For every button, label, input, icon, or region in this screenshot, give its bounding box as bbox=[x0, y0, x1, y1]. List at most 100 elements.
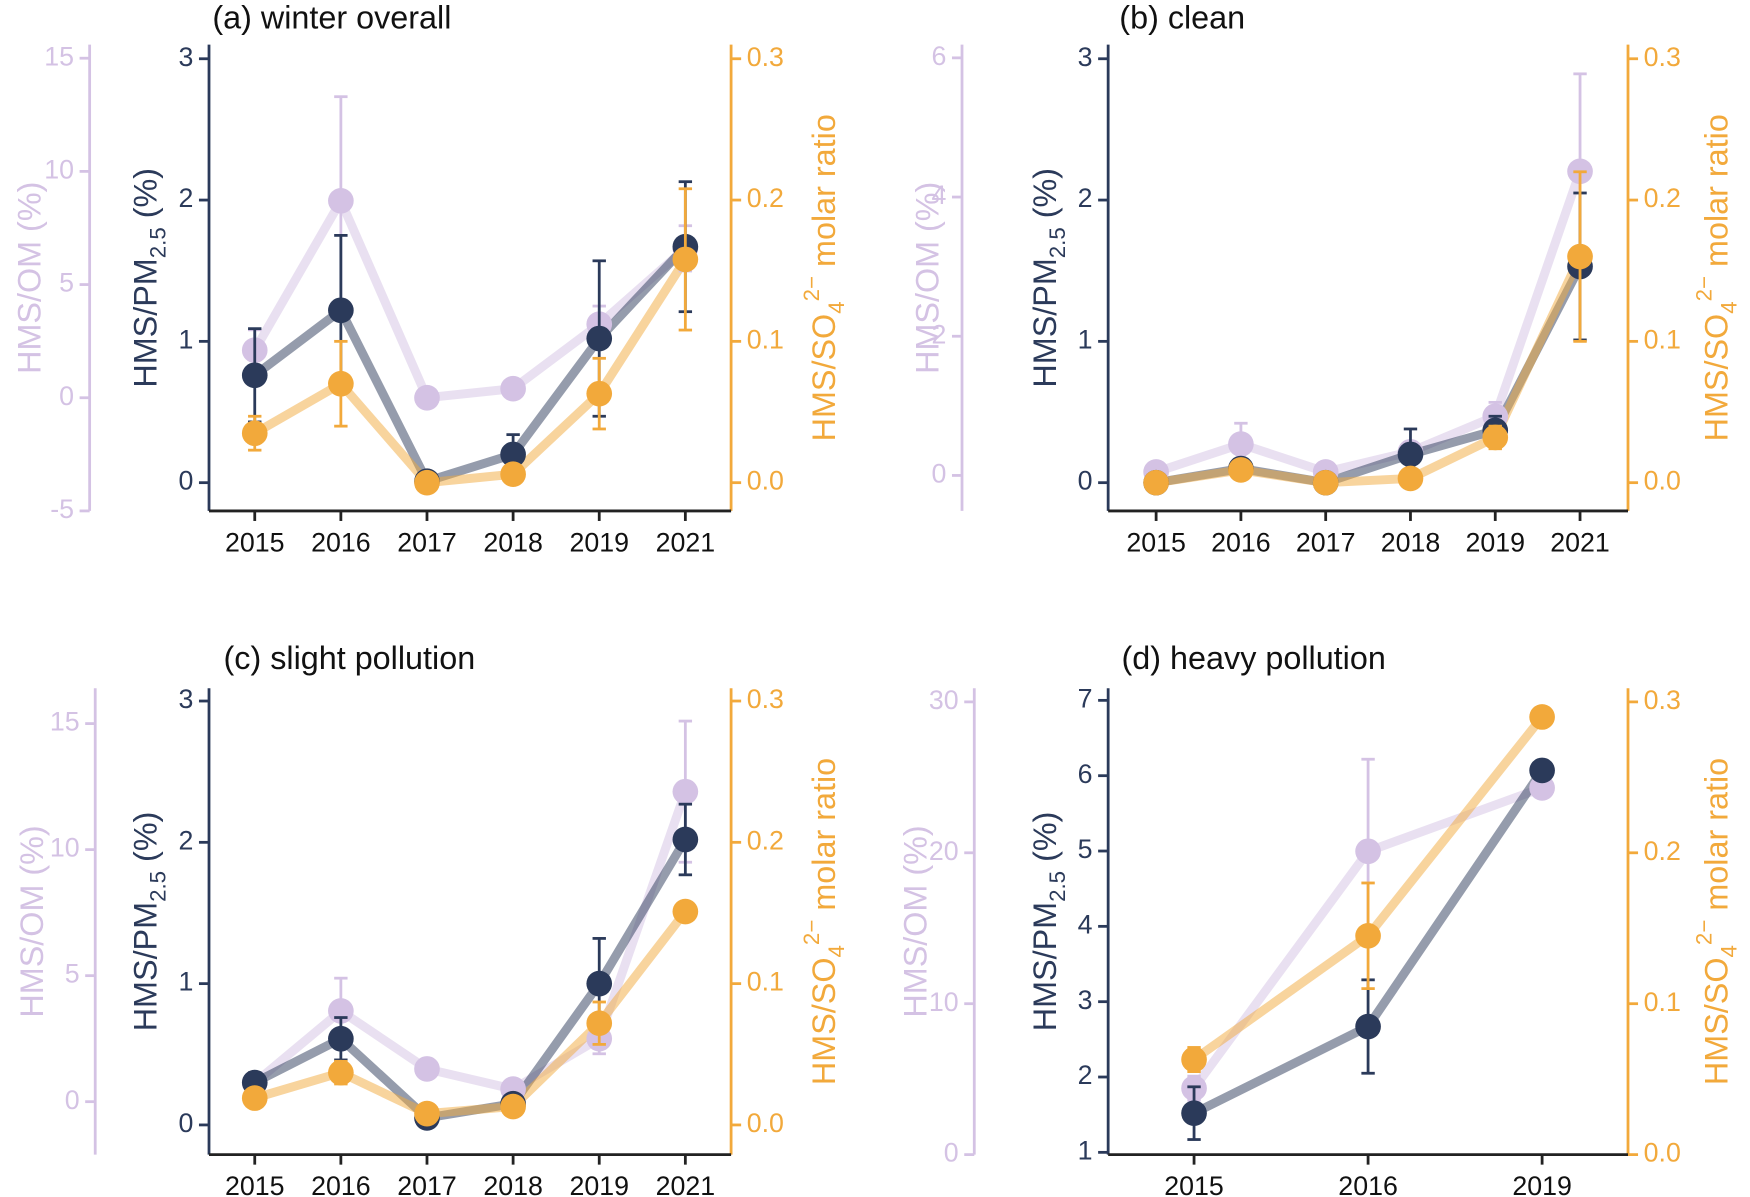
series-line bbox=[250, 196, 689, 403]
marker bbox=[1312, 469, 1339, 496]
y-tick-label: 15 bbox=[50, 707, 80, 737]
x-tick-label: 2018 bbox=[483, 1171, 543, 1197]
panel-title: (d) heavy pollution bbox=[1122, 640, 1386, 676]
y-tick-label: 0 bbox=[1078, 466, 1093, 496]
axis-label-part: HMS/OM (%) bbox=[11, 182, 47, 374]
axis-label-part: 2.5 bbox=[1045, 871, 1070, 902]
y-tick-label: 15 bbox=[44, 41, 74, 71]
x-tick-label: 2016 bbox=[1338, 1171, 1398, 1197]
marker bbox=[241, 1085, 268, 1111]
marker bbox=[500, 375, 526, 402]
y-tick-label: 0 bbox=[932, 459, 947, 489]
x-tick-label: 2021 bbox=[656, 1171, 716, 1197]
y-tick-label: 0.0 bbox=[1644, 1138, 1681, 1168]
marker bbox=[500, 461, 526, 488]
axis-label: HMS/OM (%) bbox=[13, 825, 49, 1017]
y-tick-label: 0.3 bbox=[1644, 42, 1681, 72]
marker bbox=[500, 441, 526, 468]
x-tick-label: 2018 bbox=[483, 527, 543, 557]
panel: (b) clean 0 2 4 6 HMS/OM (%) 0 1 2 3 HMS/PM2.5 (%)… bbox=[909, 0, 1742, 557]
marker bbox=[1143, 469, 1169, 496]
marker bbox=[1228, 431, 1254, 457]
marker bbox=[328, 370, 354, 397]
axis-label-part: 2− bbox=[799, 920, 824, 945]
y-tick-label: 20 bbox=[929, 836, 959, 866]
marker bbox=[241, 362, 268, 389]
axis-label-part: HMS/SO bbox=[805, 957, 841, 1085]
marker bbox=[1397, 441, 1424, 468]
axis-label: HMS/PM2.5 (%) bbox=[1026, 168, 1070, 388]
axis-label-part: HMS/OM (%) bbox=[897, 825, 933, 1017]
y-tick-label: 0.1 bbox=[747, 324, 784, 354]
x-tick-label: 2015 bbox=[1164, 1171, 1224, 1197]
y-tick-label: 5 bbox=[59, 268, 74, 298]
axis-label-part: HMS/SO bbox=[1698, 314, 1734, 442]
y-tick-label: 0 bbox=[65, 1085, 80, 1115]
x-tick-label: 2018 bbox=[1381, 527, 1441, 557]
marker bbox=[500, 1093, 526, 1120]
axis-label-part: HMS/SO bbox=[805, 314, 841, 442]
axis-label: HMS/OM (%) bbox=[897, 825, 933, 1017]
y-tick-label: 0 bbox=[178, 466, 193, 496]
y-tick-label: 6 bbox=[932, 41, 947, 71]
axis-label-part: HMS/PM bbox=[127, 258, 163, 387]
marker bbox=[586, 325, 613, 352]
x-tick-label: 2016 bbox=[311, 527, 371, 557]
y-tick-label: 0 bbox=[59, 381, 74, 411]
marker bbox=[328, 1025, 354, 1052]
x-tick-label: 2021 bbox=[656, 527, 716, 557]
axis-label-part: (%) bbox=[1026, 812, 1062, 871]
axis-label-part: (%) bbox=[1026, 168, 1062, 227]
marker bbox=[328, 297, 354, 324]
marker bbox=[672, 778, 699, 805]
marker bbox=[1228, 457, 1254, 483]
y-tick-label: 0.0 bbox=[747, 1108, 784, 1138]
axis-label-part: HMS/OM (%) bbox=[13, 825, 49, 1017]
axis-label-part: 2.5 bbox=[146, 227, 171, 258]
marker bbox=[1181, 1046, 1207, 1073]
axis-label-part: molar ratio bbox=[805, 758, 841, 920]
y-tick-label: 10 bbox=[44, 154, 74, 184]
axis-label-part: 2− bbox=[1692, 920, 1717, 945]
y-tick-label: 2 bbox=[178, 825, 193, 855]
axis-label-part: molar ratio bbox=[1698, 114, 1734, 276]
y-tick-label: 10 bbox=[50, 833, 80, 863]
y-tick-label: 5 bbox=[65, 959, 80, 989]
x-tick-label: 2017 bbox=[397, 527, 457, 557]
axis-label-part: 2− bbox=[799, 276, 824, 301]
x-tick-label: 2019 bbox=[1512, 1171, 1572, 1197]
panel-title: (a) winter overall bbox=[212, 0, 451, 36]
marker bbox=[1355, 922, 1381, 949]
y-tick-label: 2 bbox=[1078, 183, 1093, 213]
y-tick-label: 0.2 bbox=[747, 825, 784, 855]
marker bbox=[328, 187, 354, 214]
axis-label-part: HMS/PM bbox=[127, 902, 163, 1031]
y-tick-label: 0.2 bbox=[1644, 836, 1681, 866]
axis-label-part: HMS/PM bbox=[1026, 902, 1062, 1031]
marker bbox=[672, 898, 699, 925]
y-tick-label: 0.0 bbox=[747, 466, 784, 496]
axis-label-part: molar ratio bbox=[1698, 758, 1734, 920]
y-tick-label: 3 bbox=[1078, 985, 1093, 1015]
y-tick-label: 0 bbox=[178, 1108, 193, 1138]
x-tick-label: 2015 bbox=[1126, 527, 1186, 557]
y-tick-label: 0.3 bbox=[747, 42, 784, 72]
x-tick-label: 2017 bbox=[1296, 527, 1356, 557]
marker bbox=[1181, 1100, 1207, 1127]
marker bbox=[586, 970, 613, 997]
axis-label: HMS/OM (%) bbox=[11, 182, 47, 374]
marker bbox=[672, 826, 699, 853]
y-tick-label: 0.1 bbox=[1644, 987, 1681, 1017]
y-tick-label: 3 bbox=[178, 684, 193, 714]
axis-label-part: HMS/SO bbox=[1698, 957, 1734, 1085]
marker bbox=[414, 469, 440, 496]
series-line bbox=[252, 256, 690, 488]
y-tick-label: 2 bbox=[178, 183, 193, 213]
marker bbox=[414, 1056, 440, 1082]
axis-label-part: 2.5 bbox=[1045, 227, 1070, 258]
y-tick-label: 0.1 bbox=[747, 967, 784, 997]
axis-label-part: 4 bbox=[824, 945, 849, 957]
axis-label-part: molar ratio bbox=[805, 114, 841, 276]
